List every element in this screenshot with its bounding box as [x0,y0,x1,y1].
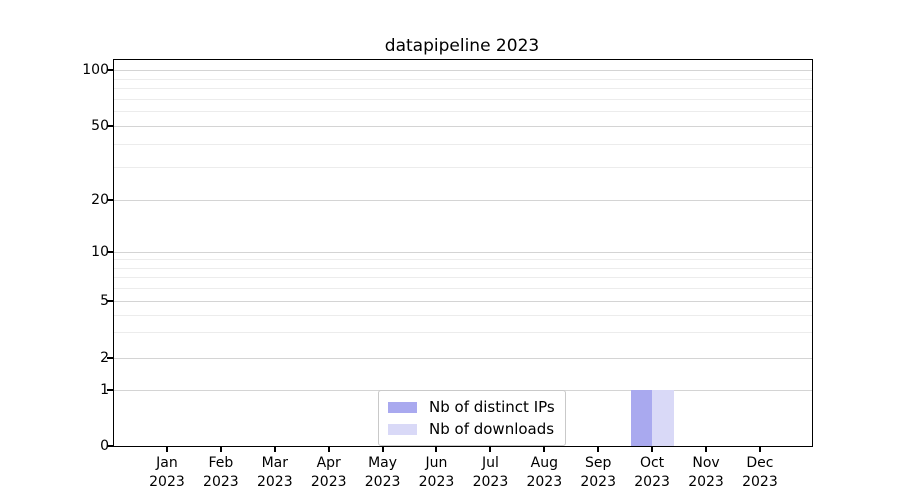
x-tick-month: Jun [425,455,448,471]
x-tick-year: 2023 [418,474,455,490]
minor-gridline [114,111,812,113]
x-tick-label-jul: Jul 2023 [473,454,509,492]
major-gridline [114,357,812,359]
legend-item-distinct-ips: Nb of distinct IPs [388,398,555,416]
legend-swatch-downloads [388,423,417,435]
y-tick-label: 20 [91,191,109,208]
x-tick-mark [597,446,600,452]
y-tick-mark [107,299,113,302]
legend-swatch-distinct-ips [388,401,417,413]
x-tick-label-aug: Aug 2023 [526,454,562,492]
legend-item-downloads: Nb of downloads [388,420,555,438]
y-tick-mark [107,445,113,447]
y-tick-label: 5 [100,292,109,309]
y-tick-label: 100 [82,62,109,79]
x-tick-mark [489,446,492,452]
x-tick-year: 2023 [149,474,185,490]
major-gridline [114,199,812,201]
x-tick-year: 2023 [256,474,293,490]
x-tick-month: Aug [530,455,558,471]
x-tick-mark [165,446,168,452]
x-tick-month: May [368,455,398,471]
x-tick-mark [381,446,384,452]
x-tick-year: 2023 [742,474,778,490]
x-tick-mark [327,446,330,452]
x-tick-month: Oct [639,455,665,471]
minor-gridline [114,287,812,289]
minor-gridline [114,78,812,80]
legend-label-downloads: Nb of downloads [429,420,555,438]
minor-gridline [114,277,812,279]
x-tick-mark [435,446,438,452]
minor-gridline [114,167,812,169]
x-tick-mark [273,446,276,452]
x-tick-year: 2023 [472,474,509,490]
x-tick-month: Feb [208,455,234,471]
x-tick-label-sep: Sep 2023 [580,454,616,492]
minor-gridline [114,259,812,261]
plot-area: Nb of distinct IPs Nb of downloads 100 50… [82,59,813,490]
x-tick-label-jan: Jan 2023 [149,454,185,492]
minor-gridline [114,98,812,100]
minor-gridline [114,314,812,316]
x-tick-label-feb: Feb 2023 [203,454,239,492]
x-tick-label-jun: Jun 2023 [419,454,455,492]
x-tick-month: Dec [746,455,774,471]
x-tick-label-may: May 2023 [365,454,401,492]
x-tick-month: Nov [692,455,720,471]
x-tick-label-mar: Mar 2023 [257,454,293,492]
minor-gridline [114,267,812,269]
major-gridline [114,70,812,72]
x-tick-label-dec: Dec 2023 [742,454,778,492]
x-tick-month: Jul [481,455,499,471]
y-tick-mark [107,388,113,391]
x-tick-mark [219,446,222,452]
minor-gridline [114,332,812,334]
x-tick-mark [651,446,654,452]
y-tick-mark [107,198,113,201]
y-tick-mark [107,69,113,72]
x-tick-mark [705,446,708,452]
x-tick-year: 2023 [580,474,617,490]
x-tick-month: Mar [261,455,289,471]
x-tick-mark [543,446,546,452]
y-tick-label: 50 [91,117,109,134]
y-tick-mark [107,251,113,254]
x-tick-label-apr: Apr 2023 [311,454,347,492]
major-gridline [114,252,812,254]
major-gridline [114,300,812,302]
y-tick-label: 0 [100,438,109,454]
y-tick-mark [107,124,113,127]
y-tick-label: 10 [91,244,109,261]
y-tick-mark [107,356,113,359]
bar-nb-of-downloads-oct [652,389,674,446]
minor-gridline [114,143,812,145]
y-tick-label: 2 [100,349,109,366]
x-tick-month: Apr [316,455,341,471]
x-tick-month: Sep [584,455,612,471]
x-tick-year: 2023 [526,474,563,490]
x-tick-year: 2023 [634,474,670,490]
x-tick-year: 2023 [364,474,401,490]
major-gridline [114,125,812,127]
legend-label-distinct-ips: Nb of distinct IPs [429,398,555,416]
y-tick-label: 1 [100,381,109,398]
x-tick-label-nov: Nov 2023 [688,454,724,492]
legend: Nb of distinct IPs Nb of downloads [378,390,566,446]
x-tick-year: 2023 [688,474,724,490]
x-tick-label-oct: Oct 2023 [634,454,670,492]
minor-gridline [114,88,812,90]
x-tick-year: 2023 [203,474,239,490]
chart-title: datapipeline 2023 [384,36,540,56]
x-tick-year: 2023 [310,474,347,490]
x-tick-mark [758,446,761,452]
bar-nb-of-distinct-ips-oct [630,389,653,446]
x-tick-month: Jan [156,455,178,471]
